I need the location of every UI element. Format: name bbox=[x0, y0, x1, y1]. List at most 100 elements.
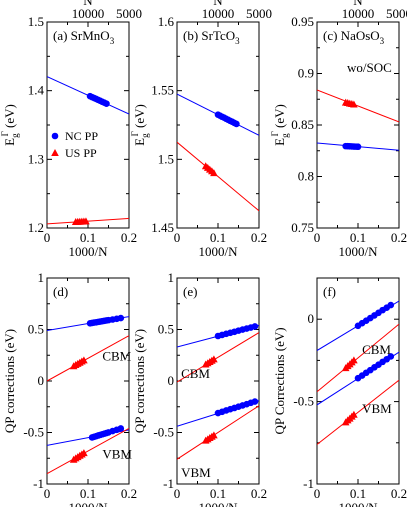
x-tick-label: 0.2 bbox=[391, 230, 407, 245]
fit-line bbox=[317, 379, 399, 445]
data-layer bbox=[47, 76, 129, 226]
x-tick-label: 0 bbox=[314, 230, 321, 245]
x-tick-label: 0.2 bbox=[391, 486, 407, 501]
plot-frame bbox=[316, 21, 400, 229]
y-tick-label: 1 bbox=[38, 270, 45, 285]
y-tick-label: 0.9 bbox=[298, 66, 314, 81]
y-axis-label: EgΓ (eV) bbox=[0, 104, 20, 146]
data-layer bbox=[317, 300, 399, 445]
x-tick-label: 0.2 bbox=[121, 230, 137, 245]
plot-frame bbox=[176, 21, 260, 229]
x-axis-label: 1000/N bbox=[69, 500, 109, 507]
panel-4: 0 0.1 0.2 -1 -0.5 0 0.5 1 1000/N QP corrections (… bbox=[2, 270, 137, 507]
data-point-circle bbox=[233, 120, 240, 128]
x-tick-label: 0.1 bbox=[350, 230, 366, 245]
y-tick-label: 0.85 bbox=[291, 117, 314, 132]
plot-frame bbox=[176, 277, 260, 485]
data-point-circle bbox=[251, 323, 259, 330]
y-axis-label: EgΓ (eV) bbox=[270, 104, 290, 146]
data-layer bbox=[317, 89, 399, 151]
legend-label-nc: NC PP bbox=[65, 129, 98, 143]
band-label: CBM bbox=[362, 342, 391, 357]
y-tick-label: 0 bbox=[168, 373, 175, 388]
y-tick-label: 0.95 bbox=[291, 14, 314, 29]
y-tick-label: 0.5 bbox=[158, 322, 174, 337]
data-point-circle bbox=[354, 143, 362, 151]
x-tick-label: 0 bbox=[174, 230, 181, 245]
fit-line bbox=[177, 332, 259, 383]
y-tick-label: -0.5 bbox=[293, 394, 314, 409]
x-tick-label: 0.1 bbox=[80, 486, 96, 501]
top-axis-label: N bbox=[213, 0, 223, 8]
x-axis-label: 1000/N bbox=[339, 244, 379, 259]
data-point-triangle bbox=[210, 169, 218, 177]
x-tick-label: 0 bbox=[174, 486, 181, 501]
y-tick-label: 1.6 bbox=[158, 14, 175, 29]
x-tick-label: 0.2 bbox=[251, 486, 267, 501]
top-tick-label: 5000 bbox=[386, 6, 407, 21]
top-tick-label: 10000 bbox=[342, 6, 375, 21]
band-label: VBM bbox=[102, 446, 132, 461]
data-point-triangle bbox=[210, 431, 218, 439]
legend-marker-us bbox=[51, 149, 59, 156]
panel-3: 0 0.1 0.2 0.75 0.8 0.85 0.9 0.95 1000/N EgΓ (eV) 1… bbox=[270, 0, 407, 259]
y-tick-label: -0.5 bbox=[153, 425, 174, 440]
x-axis-label: 1000/N bbox=[199, 244, 239, 259]
panel-1: 0 0.1 0.2 1.2 1.3 1.4 1.5 1000/N EgΓ (eV) 10000 50… bbox=[0, 0, 142, 259]
y-axis-label: EgΓ (eV) bbox=[130, 104, 150, 146]
y-axis-label: QP corrections (eV) bbox=[2, 329, 17, 433]
y-tick-label: 1.45 bbox=[151, 220, 174, 235]
x-tick-label: 0.2 bbox=[251, 230, 267, 245]
y-tick-label: 1.5 bbox=[158, 151, 174, 166]
y-tick-label: 1.5 bbox=[28, 14, 44, 29]
data-point-triangle bbox=[80, 449, 88, 457]
x-tick-label: 0.1 bbox=[80, 230, 96, 245]
y-tick-label: 1.2 bbox=[28, 220, 44, 235]
x-tick-label: 0.1 bbox=[350, 486, 366, 501]
band-label: CBM bbox=[102, 348, 131, 363]
data-point-circle bbox=[251, 398, 259, 405]
top-axis-label: N bbox=[83, 0, 93, 8]
fit-line bbox=[317, 89, 399, 123]
fit-line bbox=[47, 427, 129, 475]
band-label: VBM bbox=[181, 465, 211, 480]
data-point-triangle bbox=[350, 356, 358, 364]
x-tick-label: 0 bbox=[44, 230, 51, 245]
y-tick-label: 1.4 bbox=[28, 83, 45, 98]
fit-line bbox=[47, 335, 129, 382]
panel-title: (e) bbox=[183, 284, 197, 299]
fit-line bbox=[177, 141, 259, 212]
panel-title: (d) bbox=[53, 284, 68, 299]
data-point-triangle bbox=[210, 355, 218, 363]
y-tick-label: 0.5 bbox=[28, 322, 44, 337]
y-tick-label: 0.75 bbox=[291, 220, 314, 235]
panel-title: (b) SrTcO3 bbox=[183, 28, 240, 46]
data-point-triangle bbox=[350, 410, 358, 418]
data-point-circle bbox=[387, 353, 395, 360]
x-tick-label: 0.2 bbox=[121, 486, 137, 501]
y-tick-label: -1 bbox=[303, 476, 314, 491]
top-tick-label: 5000 bbox=[246, 6, 272, 21]
y-tick-label: 1.55 bbox=[151, 83, 174, 98]
y-tick-label: 1.3 bbox=[28, 151, 44, 166]
data-point-circle bbox=[103, 100, 110, 107]
y-tick-label: 0 bbox=[38, 373, 45, 388]
x-tick-label: 0.1 bbox=[210, 486, 226, 501]
panel-5: 0 0.1 0.2 -1 -0.5 0 0.5 1 1000/N QP corrections (… bbox=[132, 270, 267, 507]
y-tick-label: -1 bbox=[33, 476, 44, 491]
data-layer bbox=[47, 314, 129, 475]
data-point-circle bbox=[117, 314, 125, 322]
y-tick-label: -1 bbox=[163, 476, 174, 491]
fit-line bbox=[317, 323, 399, 393]
y-tick-label: 0.8 bbox=[298, 169, 314, 184]
data-layer bbox=[177, 323, 259, 460]
panel-6: 0 0.1 0.2 -1 -0.5 0 1000/N QP Corrections (eV) (… bbox=[272, 277, 407, 507]
x-axis-label: 1000/N bbox=[199, 500, 239, 507]
data-layer bbox=[177, 93, 259, 212]
legend-marker-nc bbox=[51, 132, 59, 140]
data-point-circle bbox=[387, 301, 395, 309]
x-tick-label: 0 bbox=[44, 486, 51, 501]
band-label: VBM bbox=[362, 401, 392, 416]
plot-frame bbox=[46, 21, 130, 229]
